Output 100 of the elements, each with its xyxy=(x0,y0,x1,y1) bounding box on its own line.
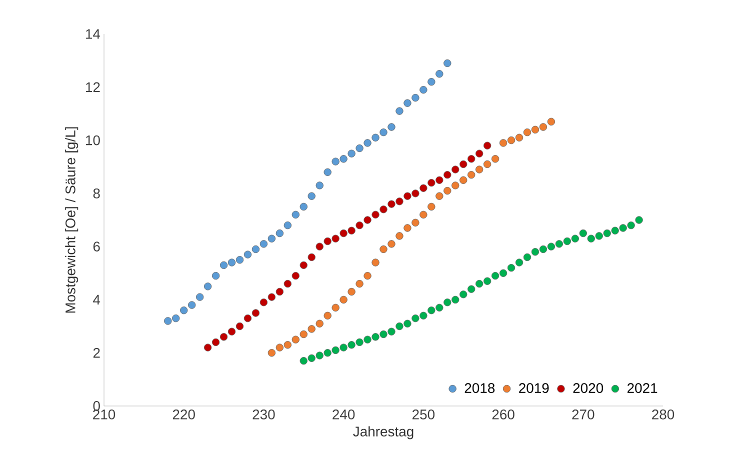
point xyxy=(324,312,332,320)
point xyxy=(523,253,532,262)
point xyxy=(188,301,196,309)
point xyxy=(539,123,548,131)
point xyxy=(444,186,452,195)
point xyxy=(244,314,252,322)
point xyxy=(611,226,619,234)
point xyxy=(204,282,212,290)
point xyxy=(340,229,348,238)
point xyxy=(324,168,332,176)
x-tick-label: 250 xyxy=(412,410,435,420)
point xyxy=(412,218,420,227)
point xyxy=(284,221,292,230)
point xyxy=(444,170,452,179)
point xyxy=(364,272,372,280)
point xyxy=(587,234,595,242)
point xyxy=(340,155,348,163)
y-tick-label: 10 xyxy=(86,135,100,146)
point xyxy=(491,155,500,163)
point xyxy=(420,312,428,320)
point xyxy=(308,192,316,200)
x-tick-label: 260 xyxy=(492,410,514,420)
point xyxy=(220,261,228,270)
point xyxy=(507,264,516,272)
point xyxy=(164,317,172,325)
point xyxy=(499,139,508,147)
y-tick-label: 8 xyxy=(93,188,100,198)
point xyxy=(428,202,436,211)
point xyxy=(356,144,364,152)
point xyxy=(228,258,236,266)
point xyxy=(388,328,396,336)
point xyxy=(340,296,348,304)
point xyxy=(220,333,228,341)
point xyxy=(348,150,356,158)
point xyxy=(475,150,484,158)
point xyxy=(332,234,340,242)
point xyxy=(404,320,412,328)
point xyxy=(595,232,603,240)
point xyxy=(180,306,188,314)
point xyxy=(372,210,380,219)
point xyxy=(356,338,364,346)
point xyxy=(428,178,436,187)
point xyxy=(436,70,444,78)
point xyxy=(619,224,627,232)
point xyxy=(436,176,444,184)
point xyxy=(444,298,452,306)
x-tick-label: 240 xyxy=(332,410,355,420)
x-tick-label: 270 xyxy=(572,410,594,420)
point xyxy=(404,99,412,107)
point xyxy=(452,166,460,174)
point xyxy=(420,86,428,94)
point xyxy=(515,134,524,142)
point xyxy=(436,304,444,312)
point xyxy=(348,288,356,296)
point xyxy=(499,269,508,277)
point xyxy=(396,232,404,240)
point xyxy=(460,176,468,184)
point xyxy=(300,202,308,211)
point xyxy=(372,333,380,341)
y-tick-label: 6 xyxy=(93,242,100,252)
point xyxy=(316,182,324,190)
point xyxy=(236,322,244,330)
point xyxy=(308,354,316,362)
point xyxy=(412,94,420,102)
point xyxy=(316,242,324,250)
point xyxy=(300,261,308,270)
point xyxy=(420,210,428,219)
legend-label: 2020 xyxy=(573,383,604,394)
point xyxy=(228,328,236,336)
x-tick-label: 230 xyxy=(252,410,275,420)
point xyxy=(300,330,308,338)
point xyxy=(444,59,452,68)
point xyxy=(539,245,548,254)
point xyxy=(396,198,404,206)
point xyxy=(276,229,284,238)
point xyxy=(348,341,356,349)
x-tick-label: 220 xyxy=(172,410,195,420)
point xyxy=(475,280,484,288)
y-tick-label: 4 xyxy=(93,294,100,305)
point xyxy=(332,304,340,312)
point xyxy=(380,128,388,136)
point xyxy=(284,341,292,349)
point xyxy=(388,123,396,131)
legend-label: 2021 xyxy=(627,383,658,394)
point xyxy=(348,226,356,234)
point xyxy=(212,338,220,346)
point xyxy=(332,158,340,166)
point xyxy=(436,192,444,200)
point xyxy=(483,142,492,150)
point xyxy=(547,242,556,250)
point xyxy=(380,330,388,338)
point xyxy=(212,272,220,280)
point xyxy=(475,166,484,174)
point xyxy=(467,285,476,293)
point xyxy=(603,229,611,238)
point xyxy=(356,221,364,230)
legend-label: 2018 xyxy=(464,383,495,394)
point xyxy=(635,216,643,224)
point xyxy=(452,182,460,190)
point xyxy=(292,336,300,344)
